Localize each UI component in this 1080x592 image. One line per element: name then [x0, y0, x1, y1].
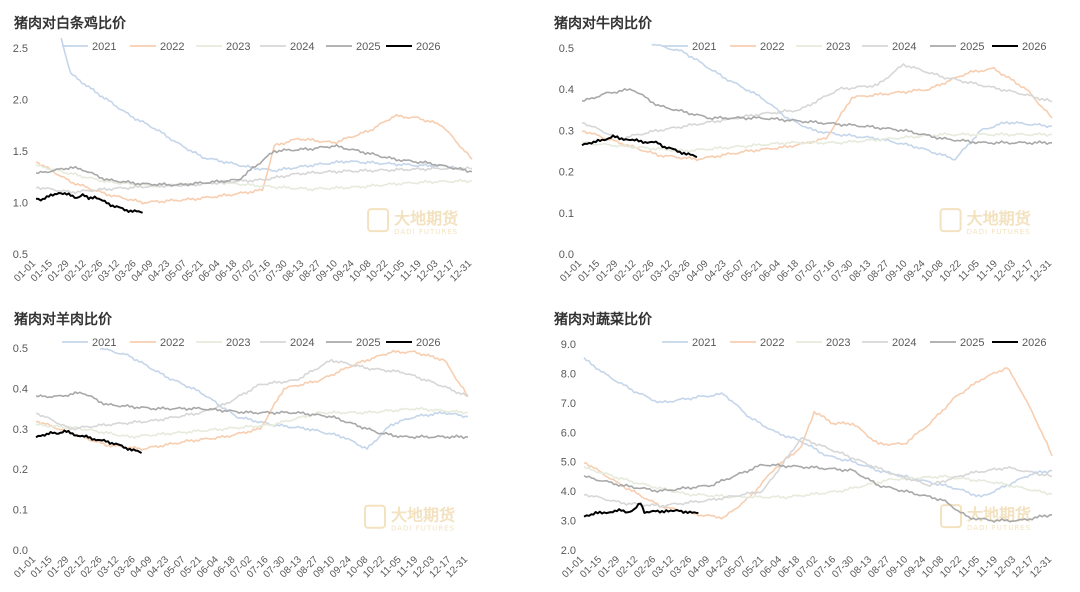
legend-label-2025: 2025 — [356, 41, 380, 53]
legend-label-2022: 2022 — [160, 41, 184, 53]
y-tick-label: 0.1 — [13, 505, 28, 517]
watermark-logo-icon — [363, 504, 386, 529]
series-line-2021 — [583, 357, 1053, 498]
legend-label-2021: 2021 — [692, 337, 716, 349]
series-line-2025 — [581, 88, 1052, 145]
y-tick-label: 1.0 — [13, 198, 28, 210]
y-tick-label: 3.0 — [561, 516, 576, 528]
y-tick-label: 4.0 — [561, 486, 576, 498]
y-tick-label: 8.0 — [561, 368, 576, 380]
series-line-2026 — [581, 134, 698, 159]
series-line-2023 — [35, 406, 469, 439]
chart-panel-4: 猪肉对蔬菜比价大地期货 DADI FUTURES 2.0 3.0 4.0 5.0 6.0 7.… — [540, 296, 1080, 592]
series-line-2024 — [35, 166, 472, 195]
y-tick-label: 6.0 — [561, 427, 576, 439]
watermark-text: 大地期货 — [391, 506, 455, 525]
y-tick-label: 0.1 — [559, 208, 574, 220]
y-tick-label: 0.0 — [13, 545, 28, 557]
chart-title: 猪肉对羊肉比价 — [13, 311, 113, 328]
series-line-2024 — [35, 358, 469, 431]
legend-label-2021: 2021 — [92, 41, 116, 53]
legend-label-2022: 2022 — [160, 337, 184, 349]
legend-label-2023: 2023 — [826, 337, 850, 349]
legend-label-2025: 2025 — [960, 41, 984, 53]
series-line-2022 — [35, 113, 473, 205]
series-line-2026 — [35, 192, 143, 214]
y-tick-label: 7.0 — [561, 398, 576, 410]
chart-title: 猪肉对牛肉比价 — [553, 15, 653, 32]
watermark-subtext: DADI FUTURES — [967, 524, 1031, 532]
chart-panel-1: 猪肉对白条鸡比价 大地期货 DADI FUTURES 0.5 1.0 1.5 2.0 2.5 0… — [0, 0, 540, 296]
y-tick-label: 1.5 — [13, 146, 28, 158]
legend-label-2023: 2023 — [826, 41, 850, 53]
y-tick-label: 0.5 — [13, 343, 28, 355]
watermark-logo-icon — [940, 504, 963, 529]
legend-label-2022: 2022 — [760, 41, 784, 53]
legend-label-2024: 2024 — [892, 41, 916, 53]
watermark-subtext: DADI FUTURES — [391, 525, 455, 533]
chart-title: 猪肉对蔬菜比价 — [553, 311, 653, 328]
series-line-2023 — [581, 132, 1052, 153]
legend-label-2024: 2024 — [892, 337, 916, 349]
legend-label-2026: 2026 — [1022, 337, 1046, 349]
series-line-2025 — [35, 144, 473, 187]
chart-title: 猪肉对白条鸡比价 — [13, 15, 127, 32]
y-tick-label: 5.0 — [561, 457, 576, 469]
y-tick-label: 2.5 — [13, 43, 28, 55]
series-line-2021 — [60, 37, 455, 173]
legend-label-2024: 2024 — [290, 41, 314, 53]
y-tick-label: 0.4 — [13, 383, 28, 395]
x-tick-label: 12-31 — [1028, 258, 1054, 284]
watermark-text: 大地期货 — [967, 209, 1031, 228]
watermark-text: 大地期货 — [394, 209, 458, 228]
legend-label-2023: 2023 — [226, 337, 250, 349]
x-tick-label: 12-31 — [1028, 554, 1054, 580]
watermark-subtext: DADI FUTURES — [394, 228, 458, 236]
watermark-logo-icon — [367, 208, 390, 233]
legend-label-2023: 2023 — [226, 41, 250, 53]
legend-label-2025: 2025 — [960, 337, 984, 349]
y-tick-label: 0.5 — [13, 249, 28, 261]
y-tick-label: 0.4 — [559, 84, 574, 96]
series-line-2024 — [581, 63, 1053, 141]
y-tick-label: 0.2 — [559, 167, 574, 179]
y-tick-label: 2.0 — [561, 545, 576, 557]
legend-label-2021: 2021 — [92, 337, 116, 349]
y-tick-label: 0.5 — [559, 43, 574, 55]
legend-label-2025: 2025 — [356, 337, 380, 349]
series-line-2023 — [583, 466, 1053, 500]
watermark-logo-icon — [939, 208, 962, 233]
watermark-text: 大地期货 — [967, 505, 1031, 524]
watermark-subtext: DADI FUTURES — [967, 228, 1031, 236]
series-line-2022 — [581, 66, 1053, 162]
series-line-2025 — [35, 391, 468, 440]
chart-panel-2: 猪肉对牛肉比价大地期货 DADI FUTURES 0.0 0.1 0.2 0.3 0.4 0.… — [540, 0, 1080, 296]
legend-label-2026: 2026 — [416, 337, 440, 349]
y-tick-label: 0.3 — [559, 125, 574, 137]
series-line-2023 — [35, 163, 472, 192]
legend-label-2021: 2021 — [692, 41, 716, 53]
legend-label-2026: 2026 — [416, 41, 440, 53]
series-line-2025 — [583, 463, 1053, 523]
legend-label-2022: 2022 — [760, 337, 784, 349]
series-line-2026 — [35, 429, 143, 454]
series-line-2021 — [651, 43, 1053, 161]
series-line-2021 — [99, 347, 469, 450]
legend-label-2026: 2026 — [1022, 41, 1046, 53]
legend-label-2024: 2024 — [290, 337, 314, 349]
y-tick-label: 9.0 — [561, 339, 576, 351]
y-tick-label: 2.0 — [13, 95, 28, 107]
y-tick-label: 0.3 — [13, 424, 28, 436]
y-tick-label: 0.0 — [559, 249, 574, 261]
series-line-2024 — [583, 437, 1053, 508]
series-line-2022 — [35, 349, 469, 451]
chart-panel-3: 猪肉对羊肉比价大地期货 DADI FUTURES 0.0 0.1 0.2 0.3 0.4 0.… — [0, 296, 540, 592]
series-line-2026 — [583, 502, 699, 518]
y-tick-label: 0.2 — [13, 464, 28, 476]
